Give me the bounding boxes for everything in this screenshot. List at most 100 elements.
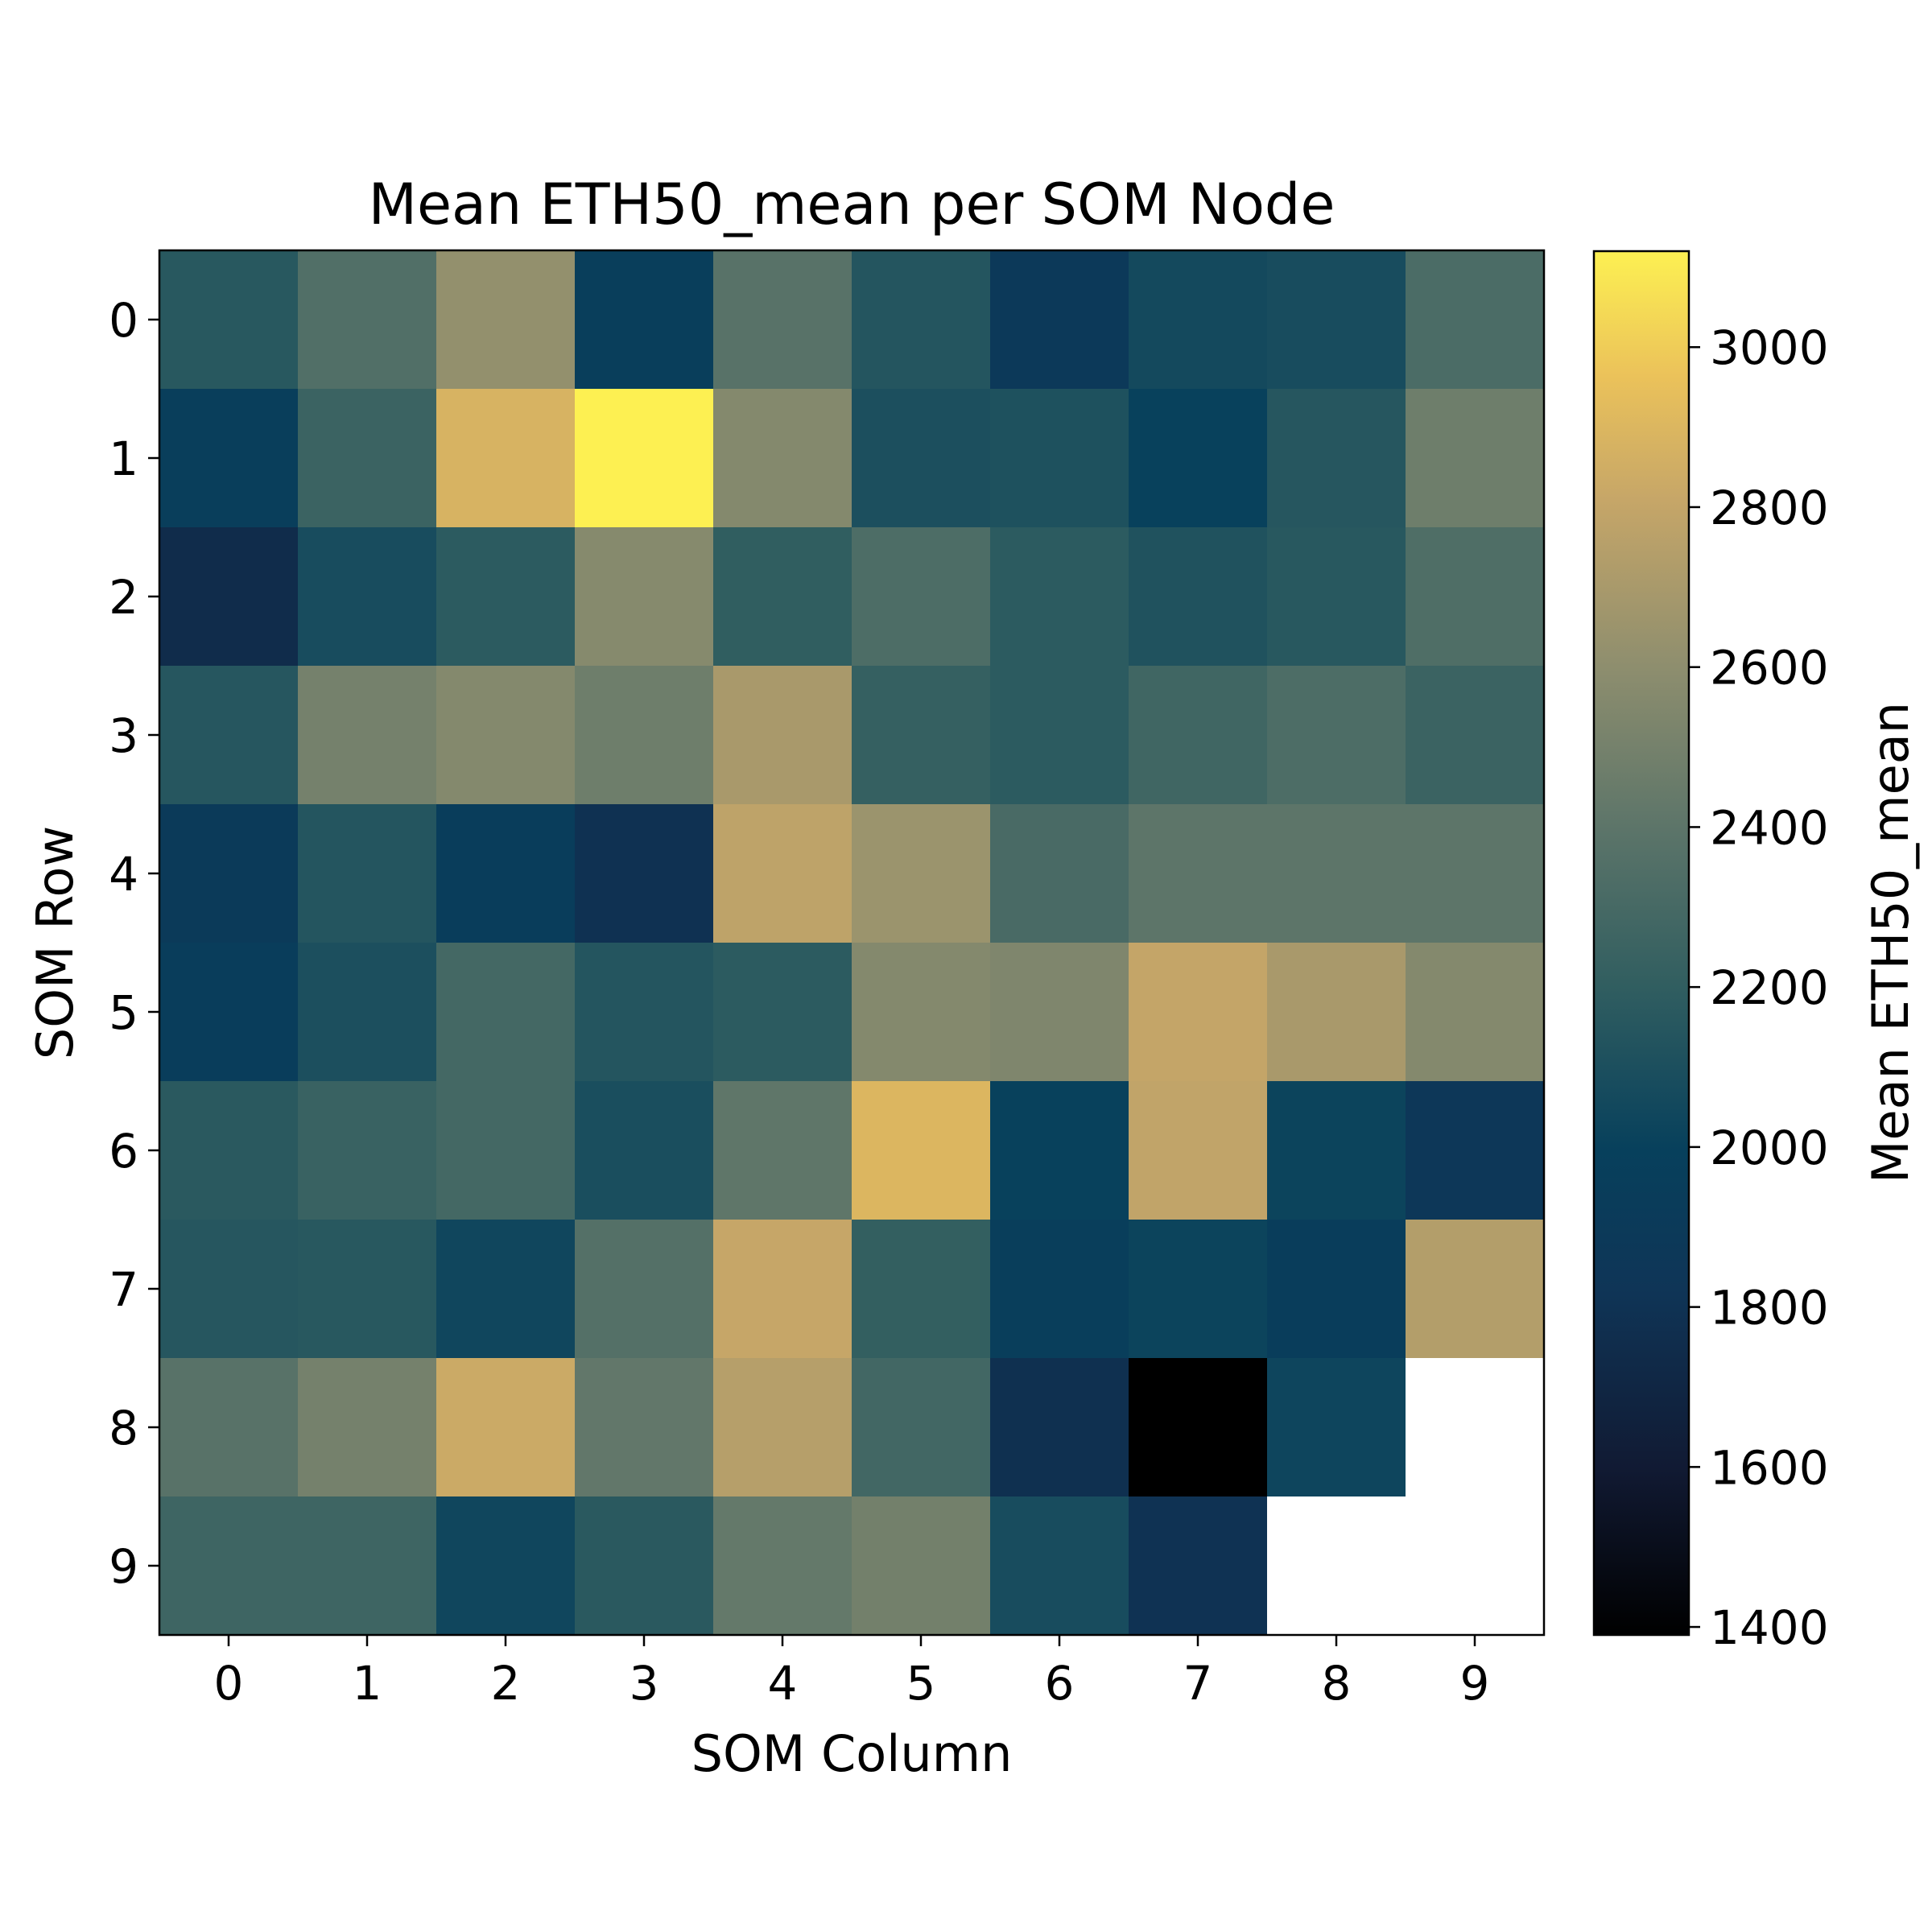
- heatmap-cell-r5-c6: [990, 943, 1129, 1082]
- heatmap-cell-r5-c8: [1267, 943, 1406, 1082]
- heatmap-cell-r2-c9: [1406, 527, 1545, 667]
- heatmap-cell-r1-c4: [713, 389, 852, 528]
- heatmap-cell-r0-c5: [852, 250, 991, 390]
- heatmap-cell-r6-c0: [159, 1081, 299, 1220]
- heatmap-cell-r9-c4: [713, 1496, 852, 1636]
- colorbar: 1400 1600 1800 2000 2200 2400 2600 2800 3000 Mea…: [1592, 250, 1920, 1655]
- heatmap-cell-r5-c4: [713, 943, 852, 1082]
- y-tick-label-2: 2: [109, 570, 138, 625]
- heatmap-cell-r8-c1: [298, 1358, 437, 1497]
- heatmap-cell-r0-c0: [159, 250, 299, 390]
- heatmap-cell-r8-c8: [1267, 1358, 1406, 1497]
- heatmap-cell-r7-c6: [990, 1220, 1129, 1359]
- heatmap-cell-r5-c0: [159, 943, 299, 1082]
- y-tick-label-1: 1: [109, 431, 138, 486]
- heatmap-cell-r3-c1: [298, 666, 437, 805]
- heatmap-cell-r9-c3: [575, 1496, 714, 1636]
- colorbar-tick-label-8: 3000: [1710, 320, 1829, 375]
- heatmap-cell-r6-c3: [575, 1081, 714, 1220]
- heatmap-cell-r1-c6: [990, 389, 1129, 528]
- x-axis-label: SOM Column: [691, 1724, 1013, 1783]
- heatmap-cell-r9-c2: [436, 1496, 576, 1636]
- y-tick-label-7: 7: [109, 1262, 138, 1317]
- heatmap-cell-r5-c3: [575, 943, 714, 1082]
- heatmap-cell-r9-c7: [1129, 1496, 1268, 1636]
- heatmap-cell-r6-c8: [1267, 1081, 1406, 1220]
- y-tick-label-4: 4: [109, 847, 138, 902]
- colorbar-tick-label-1: 1600: [1710, 1440, 1829, 1495]
- chart-title: Mean ETH50_mean per SOM Node: [369, 171, 1335, 237]
- heatmap-cell-r1-c5: [852, 389, 991, 528]
- heatmap-cell-r7-c4: [713, 1220, 852, 1359]
- heatmap-cell-r1-c8: [1267, 389, 1406, 528]
- heatmap-cell-r3-c4: [713, 666, 852, 805]
- heatmap-cell-r8-c4: [713, 1358, 852, 1497]
- colorbar-label: Mean ETH50_mean: [1861, 702, 1920, 1183]
- heatmap-cell-r1-c3: [575, 389, 714, 528]
- heatmap-cell-r0-c4: [713, 250, 852, 390]
- heatmap-cell-r2-c0: [159, 527, 299, 667]
- heatmap-cell-r2-c7: [1129, 527, 1268, 667]
- heatmap-cell-r2-c5: [852, 527, 991, 667]
- colorbar-tick-label-3: 2000: [1710, 1121, 1829, 1175]
- heatmap-cell-r8-c0: [159, 1358, 299, 1497]
- x-tick-label-5: 5: [906, 1656, 936, 1711]
- heatmap-cell-r9-c8: [1267, 1496, 1406, 1636]
- heatmap-cell-r7-c2: [436, 1220, 576, 1359]
- y-tick-label-9: 9: [109, 1539, 138, 1594]
- heatmap-cell-r3-c9: [1406, 666, 1545, 805]
- heatmap-cell-r0-c8: [1267, 250, 1406, 390]
- heatmap-cell-r1-c7: [1129, 389, 1268, 528]
- heatmap-cell-r8-c9: [1406, 1358, 1545, 1497]
- heatmap-cell-r5-c1: [298, 943, 437, 1082]
- heatmap-cell-r0-c2: [436, 250, 576, 390]
- heatmap-cell-r4-c0: [159, 804, 299, 943]
- heatmap-cell-r3-c3: [575, 666, 714, 805]
- heatmap-cell-r2-c6: [990, 527, 1129, 667]
- x-axis-ticks: 0 1 2 3 4 5 6 7 8 9: [214, 1635, 1490, 1711]
- heatmap-cell-r3-c7: [1129, 666, 1268, 805]
- colorbar-tick-label-6: 2600: [1710, 641, 1829, 696]
- heatmap-cell-r8-c7: [1129, 1358, 1268, 1497]
- x-tick-label-9: 9: [1460, 1656, 1490, 1711]
- y-tick-label-8: 8: [109, 1401, 138, 1455]
- colorbar-tick-label-4: 2200: [1710, 960, 1829, 1015]
- heatmap-cells: [159, 250, 1545, 1636]
- heatmap-cell-r3-c8: [1267, 666, 1406, 805]
- heatmap-cell-r7-c0: [159, 1220, 299, 1359]
- colorbar-tick-label-2: 1800: [1710, 1281, 1829, 1335]
- heatmap-cell-r1-c0: [159, 389, 299, 528]
- y-axis-ticks: 0 1 2 3 4 5 6 7 8 9: [109, 293, 159, 1594]
- heatmap-cell-r9-c0: [159, 1496, 299, 1636]
- heatmap-cell-r8-c6: [990, 1358, 1129, 1497]
- heatmap-cell-r2-c1: [298, 527, 437, 667]
- heatmap-cell-r6-c6: [990, 1081, 1129, 1220]
- heatmap-cell-r0-c3: [575, 250, 714, 390]
- heatmap-cell-r7-c7: [1129, 1220, 1268, 1359]
- heatmap-cell-r9-c9: [1406, 1496, 1545, 1636]
- x-tick-label-7: 7: [1183, 1656, 1213, 1711]
- x-tick-label-6: 6: [1045, 1656, 1075, 1711]
- y-tick-label-5: 5: [109, 985, 138, 1040]
- y-tick-label-3: 3: [109, 708, 138, 763]
- colorbar-tick-label-7: 2800: [1710, 481, 1829, 535]
- heatmap-cell-r6-c7: [1129, 1081, 1268, 1220]
- heatmap-cell-r4-c7: [1129, 804, 1268, 943]
- x-tick-label-1: 1: [353, 1656, 382, 1711]
- heatmap-cell-r2-c3: [575, 527, 714, 667]
- x-tick-label-8: 8: [1322, 1656, 1352, 1711]
- heatmap-cell-r1-c2: [436, 389, 576, 528]
- heatmap-cell-r4-c5: [852, 804, 991, 943]
- heatmap-cell-r6-c1: [298, 1081, 437, 1220]
- heatmap-cell-r9-c6: [990, 1496, 1129, 1636]
- heatmap-cell-r2-c8: [1267, 527, 1406, 667]
- heatmap-cell-r3-c5: [852, 666, 991, 805]
- heatmap-cell-r7-c5: [852, 1220, 991, 1359]
- heatmap-cell-r4-c3: [575, 804, 714, 943]
- heatmap-cell-r4-c8: [1267, 804, 1406, 943]
- heatmap-cell-r6-c5: [852, 1081, 991, 1220]
- heatmap-cell-r1-c9: [1406, 389, 1545, 528]
- heatmap-cell-r3-c0: [159, 666, 299, 805]
- x-tick-label-4: 4: [768, 1656, 798, 1711]
